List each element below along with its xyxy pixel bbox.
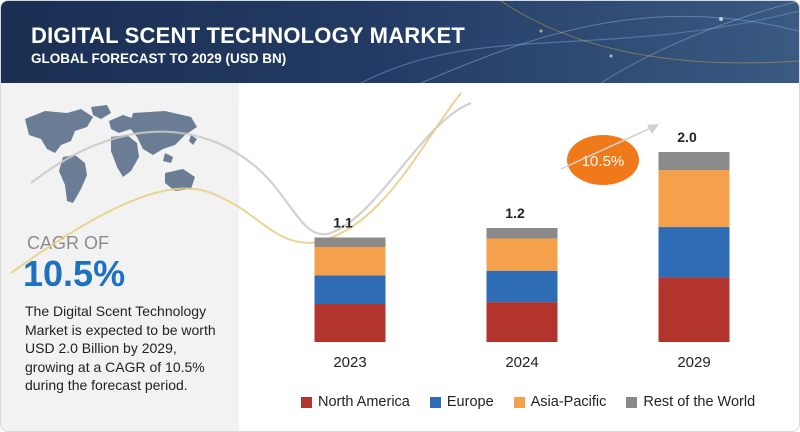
chart-legend: North America Europe Asia-Pacific Rest of t… [301,394,755,410]
legend-swatch [301,396,312,408]
bar-segment [486,228,558,239]
legend-label: North America [318,394,410,410]
bar-segment [314,237,386,247]
bar-segment [486,270,558,303]
legend-item: Asia-Pacific [513,394,607,410]
legend-label: Asia-Pacific [530,394,607,410]
bar-total-label: 1.2 [505,205,525,221]
cagr-arrow-head [647,124,659,134]
legend-swatch [513,396,525,408]
x-tick-label: 2029 [677,354,710,371]
page-title: DIGITAL SCENT TECHNOLOGY MARKET [31,23,465,48]
bar-segment [314,247,386,276]
bar-total-label: 1.1 [333,215,353,231]
cagr-bubble-label: 10.5% [582,153,625,170]
header-banner: DIGITAL SCENT TECHNOLOGY MARKET GLOBAL F… [1,1,799,83]
legend-label: Rest of the World [643,394,756,410]
legend-label: Europe [446,394,494,410]
x-tick-label: 2024 [505,354,538,371]
bar-segment [658,277,730,342]
cagr-bubble [567,135,639,185]
bar-segment [658,152,730,171]
bar-segment [658,227,730,278]
page-subtitle: GLOBAL FORECAST TO 2029 (USD BN) [31,51,287,66]
cagr-arrow-line [560,126,654,170]
header-decoration [360,1,799,83]
legend-item: Rest of the World [626,394,755,410]
bar-segment [658,170,730,228]
bar-segment [314,304,386,342]
bar-segment [486,238,558,271]
legend-swatch [429,396,441,408]
x-tick-label: 2023 [333,354,366,371]
cagr-annotation: 10.5% [560,124,659,185]
legend-item: Europe [429,394,494,410]
bar-segment [486,302,558,342]
legend-swatch [626,396,638,408]
bar-segment [314,275,386,304]
bar-total-label: 2.0 [677,129,697,145]
bar-group [314,152,730,342]
label-group: 1.1 2023 1.2 2024 2.0 2029 [333,129,710,371]
market-description: The Digital Scent Technology Market is e… [25,303,216,393]
legend-item: North America [301,394,410,410]
